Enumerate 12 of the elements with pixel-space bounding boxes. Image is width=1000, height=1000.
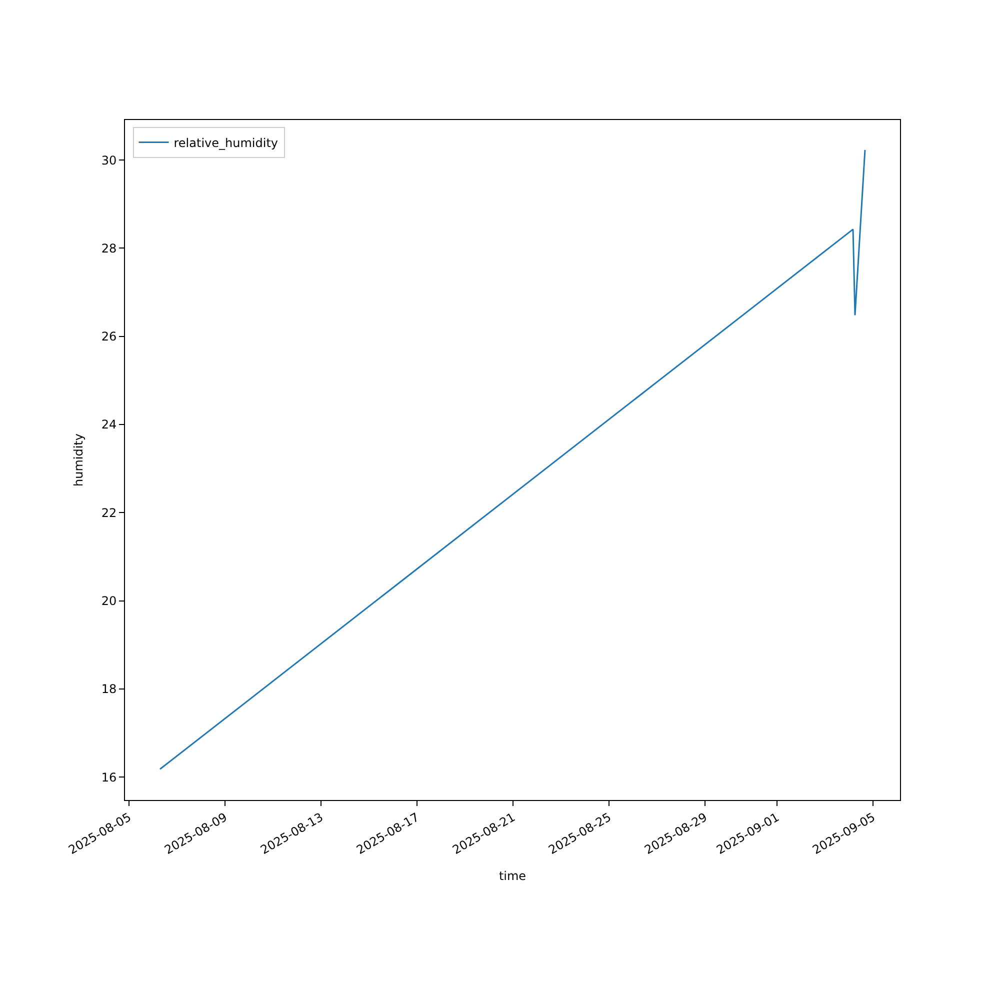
y-tick-label: 16 [101, 770, 117, 784]
y-axis-title: humidity [72, 434, 86, 486]
y-tick-label: 24 [101, 418, 117, 432]
legend-label: relative_humidity [174, 136, 278, 150]
y-tick-label: 18 [101, 682, 117, 696]
y-tick-label: 26 [101, 330, 117, 344]
y-tick-label: 22 [101, 506, 117, 520]
y-tick-label: 30 [101, 153, 117, 168]
line-series [159, 149, 866, 770]
x-axis-title: time [498, 868, 526, 883]
y-tick-label: 20 [101, 594, 117, 608]
y-tick-label: 28 [101, 241, 117, 256]
